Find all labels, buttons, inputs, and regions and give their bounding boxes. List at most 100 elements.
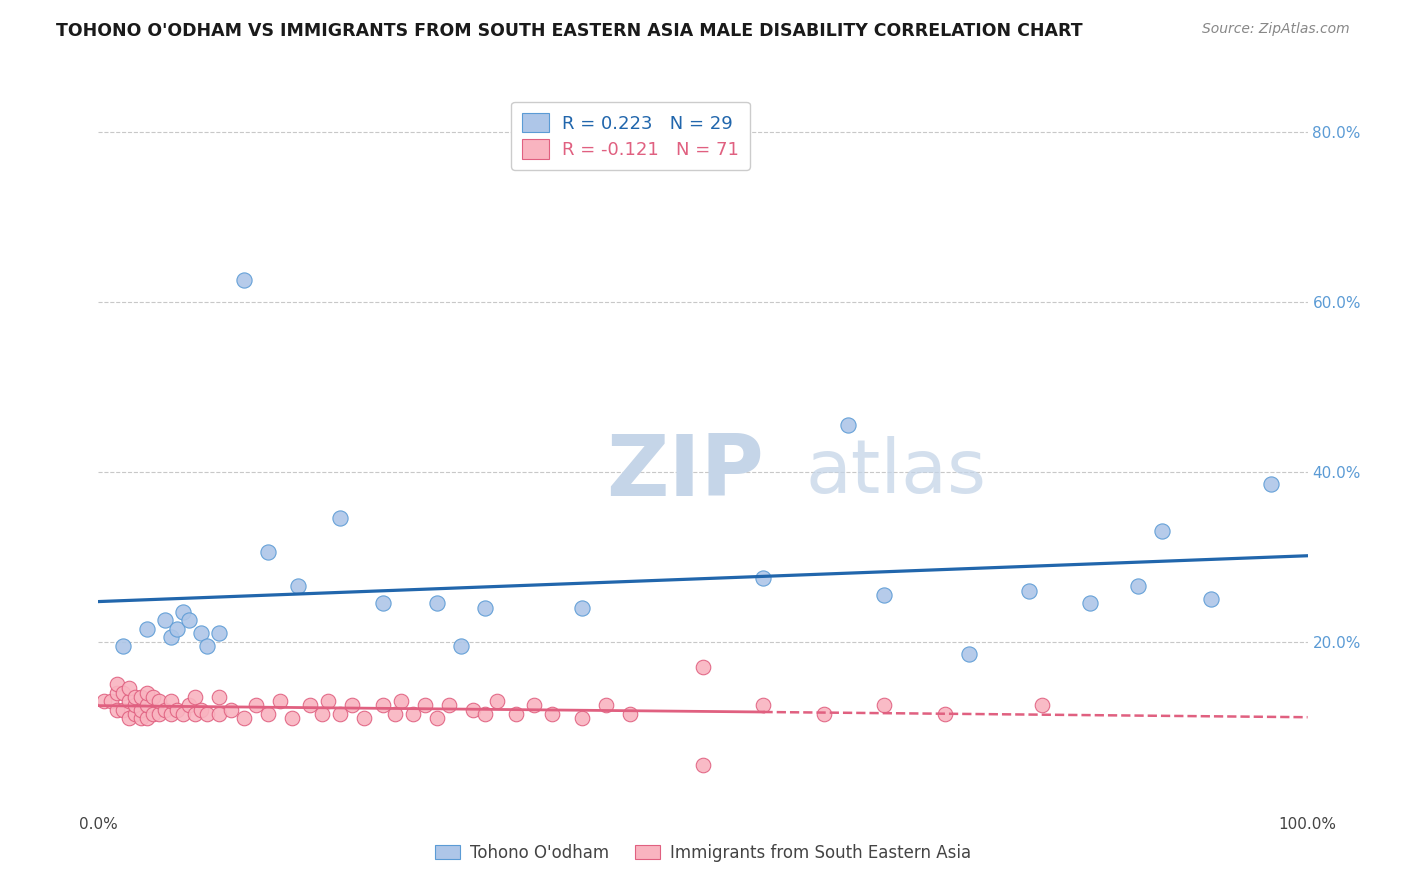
Point (523, 698, 546, 713)
Point (619, 706, 641, 721)
Point (474, 600, 496, 615)
Point (111, 639, 134, 653)
Point (540, 706, 562, 721)
Text: atlas: atlas (806, 435, 987, 508)
Text: ZIP: ZIP (606, 431, 763, 514)
Point (118, 694, 141, 708)
Point (105, 677, 128, 691)
Point (1260, 477, 1282, 491)
Point (873, 588, 896, 602)
Point (100, 694, 122, 708)
Point (172, 605, 194, 619)
Point (135, 622, 157, 636)
Point (287, 579, 309, 593)
Point (93, 694, 115, 708)
Point (124, 698, 146, 713)
Point (190, 703, 212, 717)
Point (195, 706, 218, 721)
Point (692, 660, 714, 674)
Point (256, 545, 278, 559)
Point (160, 694, 183, 708)
Point (595, 698, 617, 713)
Point (571, 600, 593, 615)
Text: Source: ZipAtlas.com: Source: ZipAtlas.com (1202, 22, 1350, 37)
Point (208, 706, 231, 721)
Point (195, 639, 218, 653)
Point (837, 417, 859, 432)
Point (153, 703, 176, 717)
Point (873, 698, 896, 713)
Point (813, 706, 835, 721)
Point (184, 690, 207, 704)
Point (184, 706, 207, 721)
Point (329, 511, 352, 525)
Point (160, 631, 183, 645)
Legend: Tohono O'odham, Immigrants from South Eastern Asia: Tohono O'odham, Immigrants from South Ea… (429, 837, 977, 869)
Point (129, 703, 152, 717)
Point (124, 706, 146, 721)
Point (135, 711, 157, 725)
Point (752, 571, 775, 585)
Point (179, 698, 201, 713)
Point (208, 626, 231, 640)
Point (450, 639, 472, 653)
Point (505, 706, 527, 721)
Point (1018, 583, 1040, 598)
Point (342, 698, 364, 713)
Point (118, 681, 141, 696)
Point (269, 694, 291, 708)
Point (232, 273, 254, 287)
Point (474, 706, 496, 721)
Point (371, 597, 394, 611)
Point (148, 706, 170, 721)
Point (1078, 597, 1101, 611)
Point (111, 703, 134, 717)
Point (166, 703, 188, 717)
Point (142, 690, 165, 704)
Point (172, 706, 194, 721)
Point (166, 622, 188, 636)
Text: TOHONO O'ODHAM VS IMMIGRANTS FROM SOUTH EASTERN ASIA MALE DISABILITY CORRELATION: TOHONO O'ODHAM VS IMMIGRANTS FROM SOUTH … (56, 22, 1083, 40)
Point (118, 711, 141, 725)
Point (129, 690, 152, 704)
Point (208, 690, 231, 704)
Point (281, 711, 304, 725)
Point (1199, 592, 1222, 607)
Point (245, 698, 267, 713)
Point (160, 706, 183, 721)
Point (148, 694, 170, 708)
Point (311, 706, 333, 721)
Point (221, 703, 243, 717)
Point (1152, 524, 1174, 539)
Point (179, 614, 201, 628)
Point (371, 698, 394, 713)
Point (426, 711, 449, 725)
Point (1128, 579, 1150, 593)
Point (752, 698, 775, 713)
Point (142, 706, 165, 721)
Point (135, 686, 157, 700)
Point (957, 648, 980, 662)
Point (124, 690, 146, 704)
Point (256, 706, 278, 721)
Point (329, 706, 352, 721)
Point (153, 614, 176, 628)
Point (105, 703, 128, 717)
Point (389, 694, 412, 708)
Point (384, 706, 406, 721)
Point (353, 711, 375, 725)
Point (299, 698, 322, 713)
Point (111, 686, 134, 700)
Point (571, 711, 593, 725)
Point (105, 686, 128, 700)
Point (135, 698, 157, 713)
Point (190, 626, 212, 640)
Point (426, 597, 449, 611)
Point (486, 694, 509, 708)
Point (692, 758, 714, 772)
Point (232, 711, 254, 725)
Point (129, 711, 152, 725)
Point (463, 703, 485, 717)
Point (437, 698, 460, 713)
Point (402, 706, 425, 721)
